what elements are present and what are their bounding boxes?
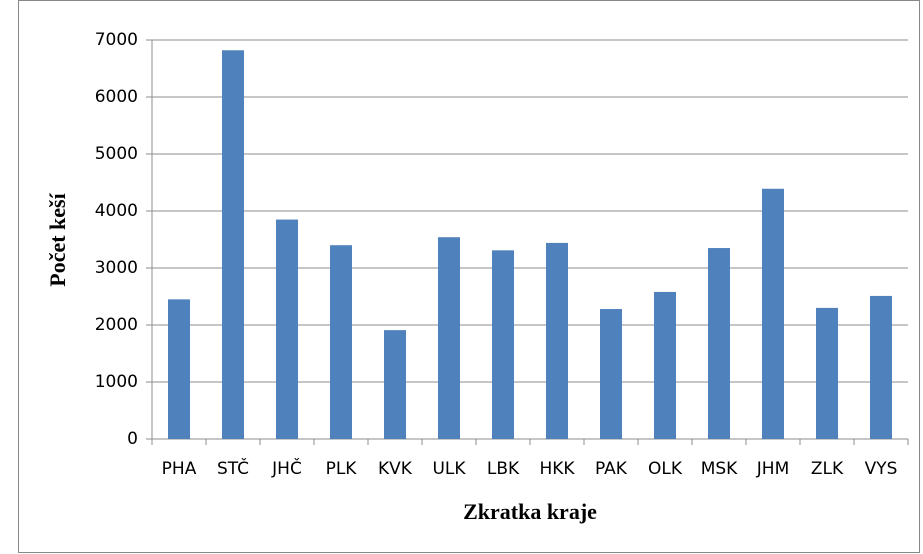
x-tick-label: LBK — [487, 459, 520, 479]
bar — [816, 307, 838, 439]
x-tick-label: JHČ — [271, 457, 302, 479]
x-tick-label: JHM — [756, 459, 789, 479]
bar — [870, 295, 892, 439]
bar — [546, 242, 568, 439]
x-axis-label: Zkratka kraje — [463, 499, 597, 524]
bar — [600, 309, 622, 439]
x-tick-label: PAK — [595, 459, 628, 479]
x-tick-label: KVK — [378, 459, 413, 479]
x-tick-label: MSK — [701, 459, 738, 479]
bar — [762, 188, 784, 439]
bar — [438, 237, 460, 439]
y-tick-label: 1000 — [95, 372, 138, 392]
bar — [654, 291, 676, 439]
bar — [330, 245, 352, 439]
bar — [708, 248, 730, 439]
y-axis-label: Počet keší — [45, 192, 70, 286]
y-tick-label: 2000 — [95, 315, 138, 335]
bar — [492, 250, 514, 439]
x-tick-label: VYS — [865, 459, 898, 479]
x-tick-label: HKK — [539, 459, 575, 479]
bar — [384, 330, 406, 439]
bar — [276, 219, 298, 439]
y-tick-label: 0 — [127, 429, 138, 449]
y-tick-label: 6000 — [95, 87, 138, 107]
x-tick-label: PHA — [162, 459, 197, 479]
y-tick-label: 4000 — [95, 201, 138, 221]
bar — [168, 299, 190, 439]
y-tick-label: 7000 — [95, 30, 138, 50]
bar — [222, 50, 244, 439]
y-tick-label: 3000 — [95, 258, 138, 278]
x-tick-label: PLK — [326, 459, 358, 479]
x-tick-label: STČ — [217, 457, 249, 479]
x-tick-label: ULK — [432, 459, 466, 479]
y-tick-label: 5000 — [95, 144, 138, 164]
x-tick-label: ZLK — [811, 459, 844, 479]
x-tick-label: OLK — [648, 459, 683, 479]
